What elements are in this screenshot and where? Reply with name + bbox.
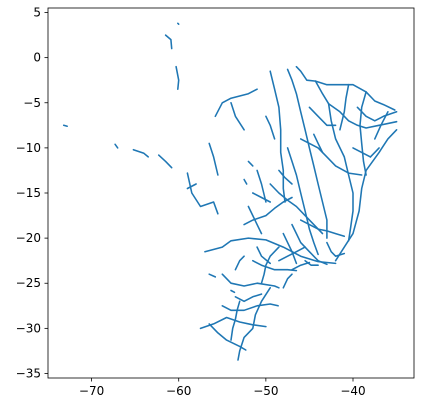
rail-segment [326, 241, 346, 257]
rail-segment [286, 68, 328, 239]
rail-segment [208, 273, 217, 278]
rail-segment [269, 70, 286, 203]
rail-segment [282, 232, 298, 265]
rail-segment [339, 83, 350, 131]
y-tick-label: −20 [16, 231, 41, 245]
rail-segment [208, 142, 219, 176]
rail-segment [132, 148, 149, 158]
rail-segment [199, 316, 267, 330]
rail-segment [234, 255, 245, 271]
rail-segment [278, 246, 306, 262]
rail-segment [230, 300, 241, 341]
rail-segment [295, 65, 396, 111]
rail-segment [252, 259, 298, 272]
rail-segment [221, 273, 280, 289]
rail-segment [204, 237, 337, 265]
x-tick-label: −60 [166, 384, 191, 398]
rail-segment [286, 147, 319, 256]
y-tick-label: −10 [16, 141, 41, 155]
rail-segment [369, 147, 380, 158]
rail-segment [352, 147, 372, 158]
x-axis: −70 −60 −50 −40 [79, 378, 366, 398]
rail-segment [314, 80, 398, 129]
rail-segment [260, 246, 280, 284]
rail-segment [214, 88, 258, 118]
rail-segment [208, 323, 247, 351]
rail-segment [282, 273, 293, 289]
rail-segment [237, 287, 271, 361]
rail-segment [278, 169, 293, 185]
y-tick-label: 5 [33, 6, 41, 20]
rail-segment [164, 34, 173, 50]
rail-segment [234, 293, 263, 303]
rail-segment [374, 111, 389, 140]
rail-segment [177, 22, 180, 25]
x-tick-label: −50 [253, 384, 278, 398]
rail-segment [247, 160, 254, 167]
rail-segment [299, 138, 363, 176]
rail-segment [299, 219, 346, 238]
rail-segment [62, 124, 68, 127]
rail-segment [247, 205, 263, 235]
rail-segment [304, 259, 319, 266]
rail-segment [186, 183, 197, 190]
railway-network [62, 22, 398, 361]
rail-segment [265, 115, 276, 140]
x-tick-label: −70 [79, 384, 104, 398]
y-tick-label: −35 [16, 366, 41, 380]
y-tick-label: −15 [16, 186, 41, 200]
rail-segment [221, 303, 279, 312]
y-tick-label: −30 [16, 321, 41, 335]
rail-segment [256, 169, 267, 203]
y-axis: 5 0 −5 −10 −15 −20 −25 −30 −35 [16, 6, 48, 380]
rail-segment [230, 289, 236, 294]
rail-segment [359, 91, 367, 176]
rail-segment [356, 106, 398, 122]
rail-segment [334, 129, 398, 262]
rail-segment [157, 154, 173, 169]
y-tick-label: −25 [16, 276, 41, 290]
rail-segment [256, 246, 271, 265]
rail-segment [175, 65, 180, 90]
rail-segment [114, 143, 119, 149]
rail-segment [252, 192, 271, 203]
rail-segment [308, 106, 337, 127]
x-tick-label: −40 [340, 384, 365, 398]
rail-segment [269, 183, 324, 235]
rail-segment [230, 102, 245, 131]
y-tick-label: −5 [23, 96, 41, 110]
rail-segment [327, 102, 354, 242]
rail-segment [291, 261, 311, 271]
y-tick-label: 0 [33, 51, 41, 65]
rail-segment [243, 178, 248, 185]
rail-segment [313, 133, 324, 154]
